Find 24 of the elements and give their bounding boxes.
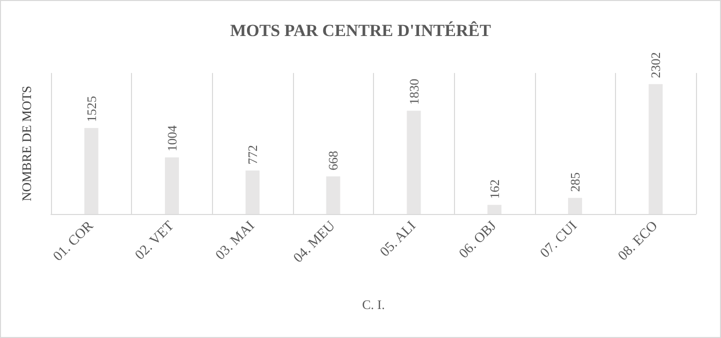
data-label: 2302 (648, 52, 664, 78)
data-label: 285 (568, 172, 583, 192)
x-tick-label: 07. CUI (538, 218, 581, 262)
data-label: 668 (326, 150, 341, 170)
x-tick-label: 02. VET (132, 218, 178, 264)
bar (84, 128, 98, 214)
x-tick-label: 01. COR (50, 218, 98, 264)
data-label: 1830 (406, 78, 422, 105)
x-axis-title: C. I. (362, 297, 385, 312)
bar (246, 170, 260, 214)
data-label: 162 (486, 179, 502, 199)
x-tick-label: 06. OBJ (456, 218, 500, 262)
y-axis-title: NOMBRE DE MOTS (19, 86, 34, 202)
bar (568, 198, 582, 214)
bar (648, 84, 663, 214)
chart-title: MOTS PAR CENTRE D'INTÉRÊT (230, 21, 492, 40)
data-label: 1004 (164, 124, 180, 152)
data-label: 1525 (84, 96, 99, 122)
x-tick-label: 05. ALI (378, 218, 420, 260)
bar (326, 176, 340, 214)
data-label: 772 (245, 144, 260, 164)
bar (487, 204, 502, 214)
bar (164, 157, 179, 214)
bar (406, 110, 421, 214)
